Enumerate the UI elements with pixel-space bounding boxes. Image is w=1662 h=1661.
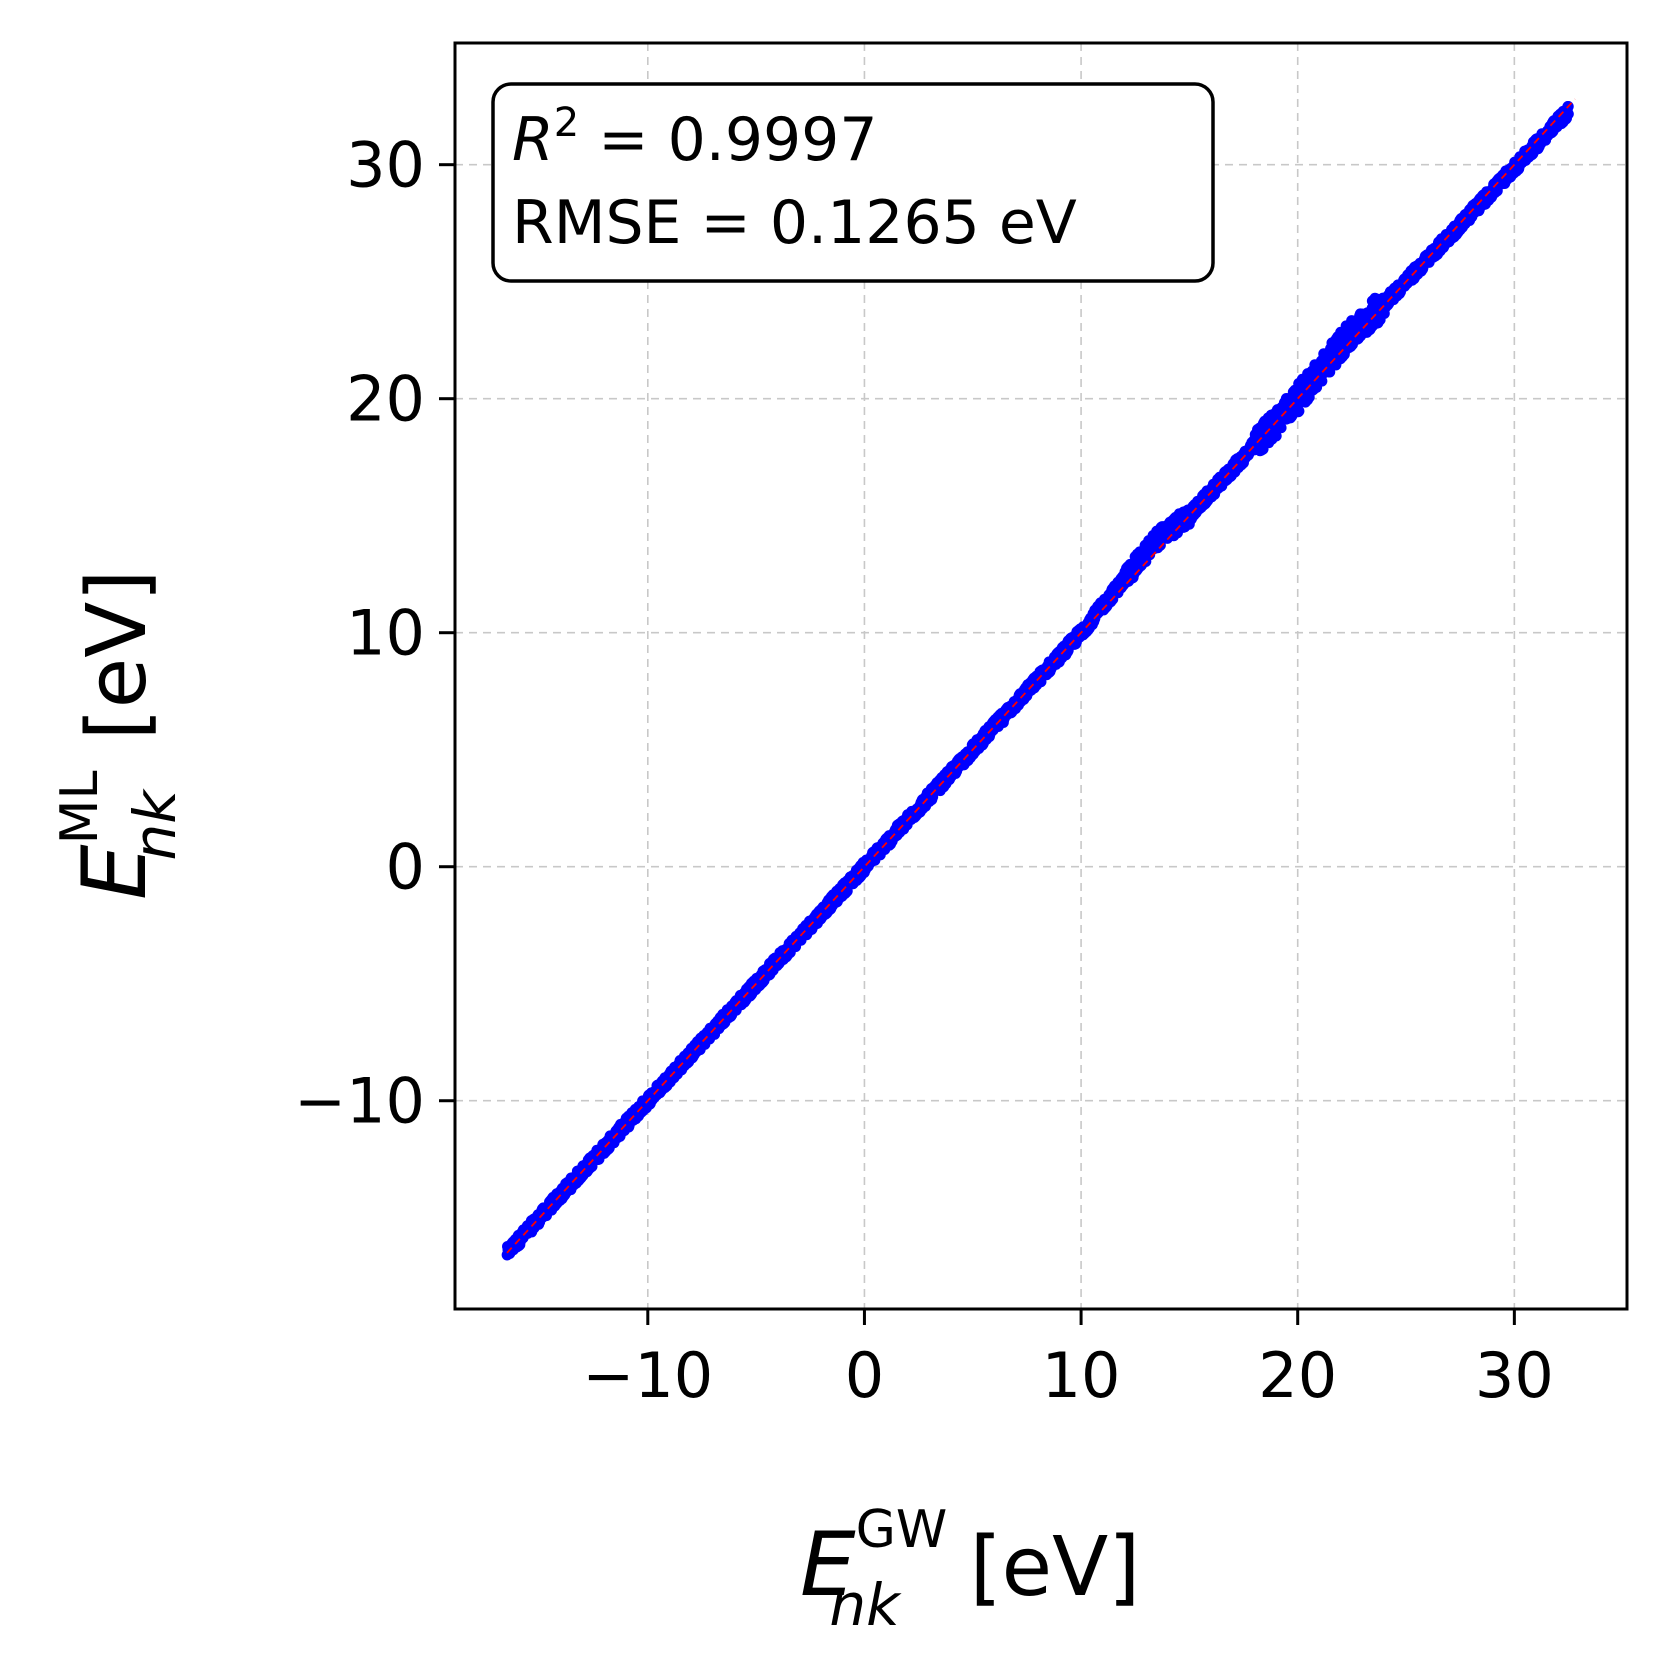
stats-box — [491, 82, 1215, 283]
y-tick-label: 10 — [346, 597, 425, 670]
y-axis-label: EML nk [eV] — [50, 570, 189, 900]
plot-area-frame — [453, 41, 1629, 1311]
x-axis-label: EGW nk [eV] — [800, 1500, 1140, 1639]
x-axis-ticks: −10 0 10 20 30 — [582, 1309, 1554, 1412]
reference-line — [506, 98, 1576, 1254]
x-axis-label-symbol: E — [800, 1513, 856, 1616]
x-tick-label: 20 — [1258, 1339, 1337, 1412]
r-squared-text: R2 = 0.9997 — [512, 100, 878, 175]
y-tick-label: 0 — [386, 831, 425, 904]
stats-annotation: R2 = 0.9997 RMSE = 0.1265 eV — [491, 82, 1215, 283]
y-tick-label: 20 — [346, 363, 425, 436]
scatter-point — [1562, 108, 1574, 120]
y-axis-label-unit: [eV] — [70, 570, 165, 741]
y-axis-ticks: −10 0 10 20 30 — [294, 129, 455, 1138]
x-axis-label-subscript: nk — [829, 1571, 902, 1639]
scatter-point — [1275, 422, 1287, 434]
x-tick-label: 0 — [845, 1339, 884, 1412]
scatter-point — [1293, 405, 1305, 417]
y-tick-label: −10 — [294, 1065, 425, 1138]
r-squared-symbol: R — [512, 105, 554, 175]
x-axis-label-superscript: GW — [856, 1500, 948, 1560]
y-axis-label-symbol: E — [63, 844, 166, 900]
y-axis-label-subscript: nk — [121, 788, 189, 861]
scatter-point — [1270, 430, 1282, 442]
r-squared-value: = 0.9997 — [579, 105, 877, 175]
y-tick-label: 30 — [346, 129, 425, 202]
x-tick-label: 30 — [1475, 1339, 1554, 1412]
rmse-text: RMSE = 0.1265 eV — [512, 188, 1077, 258]
x-axis-label-unit: [eV] — [970, 1520, 1141, 1615]
x-tick-label: −10 — [582, 1339, 713, 1412]
x-tick-label: 10 — [1042, 1339, 1121, 1412]
r-squared-exponent: 2 — [554, 100, 579, 146]
y-axis-label-superscript: ML — [50, 771, 110, 845]
